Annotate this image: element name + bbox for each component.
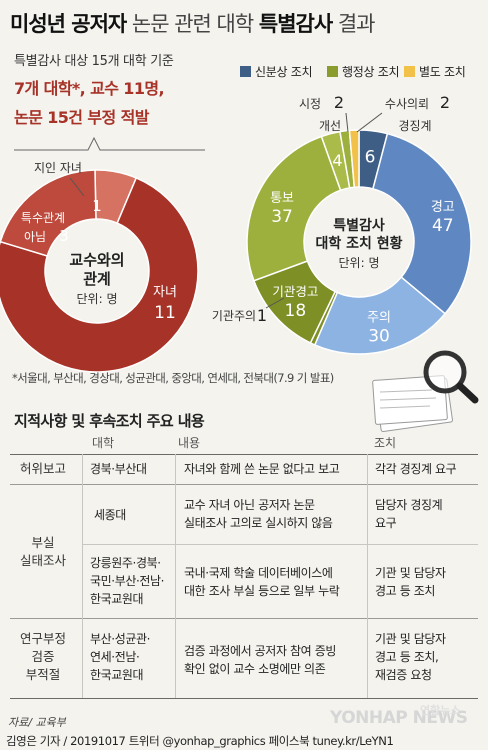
chart-title: 특별감사 bbox=[333, 217, 385, 234]
pie-slice bbox=[0, 176, 199, 373]
row-divider bbox=[10, 484, 478, 485]
table-title: 지적사항 및 후속조치 주요 내용 bbox=[14, 412, 205, 430]
chart-title: 대학 조치 현황 bbox=[315, 235, 402, 252]
slice-label: 주의 bbox=[367, 311, 391, 326]
row-univ: 강릉원주·경북· 국민·부산·전남· 한국교원대 bbox=[90, 556, 165, 606]
slice-label: 아님 bbox=[24, 230, 46, 244]
summary-line-2: 7개 대학*, 교수 11명, bbox=[14, 79, 165, 98]
data-label: 6 bbox=[365, 148, 376, 168]
header-action: 조치 bbox=[374, 436, 397, 450]
row-divider bbox=[10, 618, 478, 619]
yonhap-logo-korean: 연합뉴스 bbox=[420, 704, 461, 717]
yonhap-logo: YONHAP NEWS bbox=[330, 708, 468, 728]
slice-label: 경징계 bbox=[398, 119, 431, 133]
pie-slice bbox=[348, 129, 360, 189]
slice-label: 경고 bbox=[431, 200, 455, 215]
row-content: 교수 자녀 아닌 공저자 논문 실태조사 고의로 실시하지 않음 bbox=[184, 498, 333, 530]
legend-label: 별도 조치 bbox=[419, 65, 466, 79]
chart-unit: 단위: 명 bbox=[77, 292, 118, 306]
pie-slice bbox=[0, 169, 97, 257]
row-content: 자녀와 함께 쓴 논문 없다고 보고 bbox=[184, 462, 340, 476]
row-univ: 세종대 bbox=[94, 508, 126, 522]
slice-label: 기관경고 bbox=[272, 284, 318, 299]
row-category: 부실 실태조사 bbox=[19, 535, 66, 568]
row-action: 기관 및 담당자 경고 등 조치, 재검증 요청 bbox=[375, 632, 446, 682]
slice-label: 개선 bbox=[319, 119, 341, 133]
data-label: 37 bbox=[271, 207, 293, 227]
header-univ: 대학 bbox=[92, 436, 115, 450]
pie-slice bbox=[372, 132, 472, 315]
row-content: 검증 과정에서 공저자 참여 증빙 확인 없이 교수 소명에만 의존 bbox=[184, 644, 336, 676]
legend-item: 신분상 조치 bbox=[240, 63, 313, 80]
row-category: 연구부정 검증 부적절 bbox=[19, 631, 66, 682]
byline: 김영은 기자 / 20191017 트위터 @yonhap_graphics 페… bbox=[6, 734, 394, 748]
data-label: 1 bbox=[92, 197, 102, 215]
row-divider bbox=[82, 544, 478, 545]
slice-label: 시정 bbox=[299, 97, 321, 111]
chart-title: 교수와의 bbox=[69, 251, 124, 269]
footnote: *서울대, 부산대, 경상대, 성균관대, 중앙대, 연세대, 전북대(7.9 … bbox=[12, 371, 334, 385]
pie-slice bbox=[313, 276, 447, 355]
row-action: 담당자 경징계 요구 bbox=[375, 498, 443, 530]
col-divider bbox=[367, 454, 368, 698]
data-label: 2 bbox=[440, 93, 450, 112]
row-univ: 부산·성균관· 연세·전남· 한국교원대 bbox=[90, 632, 151, 682]
header-content: 내용 bbox=[178, 436, 201, 450]
legend-label: 행정상 조치 bbox=[342, 65, 400, 79]
row-univ: 경북·부산대 bbox=[90, 462, 147, 476]
data-label: 3 bbox=[59, 227, 69, 245]
data-label: 11 bbox=[154, 303, 176, 323]
pie-slice bbox=[246, 135, 342, 282]
row-action: 기관 및 담당자 경고 등 조치 bbox=[375, 566, 446, 598]
legend-swatch bbox=[327, 66, 338, 77]
slice-label: 특수관계 bbox=[21, 211, 65, 225]
col-divider bbox=[175, 454, 176, 698]
source-note: 자료/ 교육부 bbox=[8, 716, 66, 729]
row-category: 허위보고 bbox=[19, 461, 66, 476]
chart-title: 관계 bbox=[83, 270, 111, 288]
col-divider bbox=[82, 454, 83, 698]
row-content: 국내·국제 학술 데이터베이스에 대한 조사 부실 등으로 일부 누락 bbox=[184, 566, 340, 598]
chart-unit: 단위: 명 bbox=[339, 256, 380, 270]
data-label: 4 bbox=[332, 151, 342, 170]
data-label: 30 bbox=[368, 327, 390, 347]
legend-swatch bbox=[404, 66, 415, 77]
legend-swatch bbox=[240, 66, 251, 77]
summary-line-1: 특별감사 대상 15개 대학 기준 bbox=[14, 54, 174, 69]
summary-line-3: 논문 15건 부정 적발 bbox=[14, 108, 149, 127]
table-bottom-rule bbox=[10, 698, 478, 699]
table-top-rule bbox=[10, 454, 478, 455]
data-label: 18 bbox=[285, 301, 307, 321]
data-label: 1 bbox=[257, 306, 267, 325]
slice-label: 지인 자녀 bbox=[34, 161, 82, 175]
slice-label: 수사의뢰 bbox=[385, 97, 429, 111]
data-label: 2 bbox=[334, 93, 344, 112]
row-action: 각각 경징계 요구 bbox=[375, 462, 457, 476]
legend-item: 행정상 조치 bbox=[327, 63, 400, 80]
legend-item: 별도 조치 bbox=[404, 63, 466, 80]
data-label: 47 bbox=[432, 216, 454, 236]
page-title: 미성년 공저자 논문 관련 대학 특별감사 결과 bbox=[10, 12, 375, 36]
legend-label: 신분상 조치 bbox=[255, 65, 313, 79]
slice-label: 통보 bbox=[270, 191, 294, 206]
slice-label: 기관주의 bbox=[212, 309, 256, 323]
slice-label: 자녀 bbox=[153, 285, 177, 300]
